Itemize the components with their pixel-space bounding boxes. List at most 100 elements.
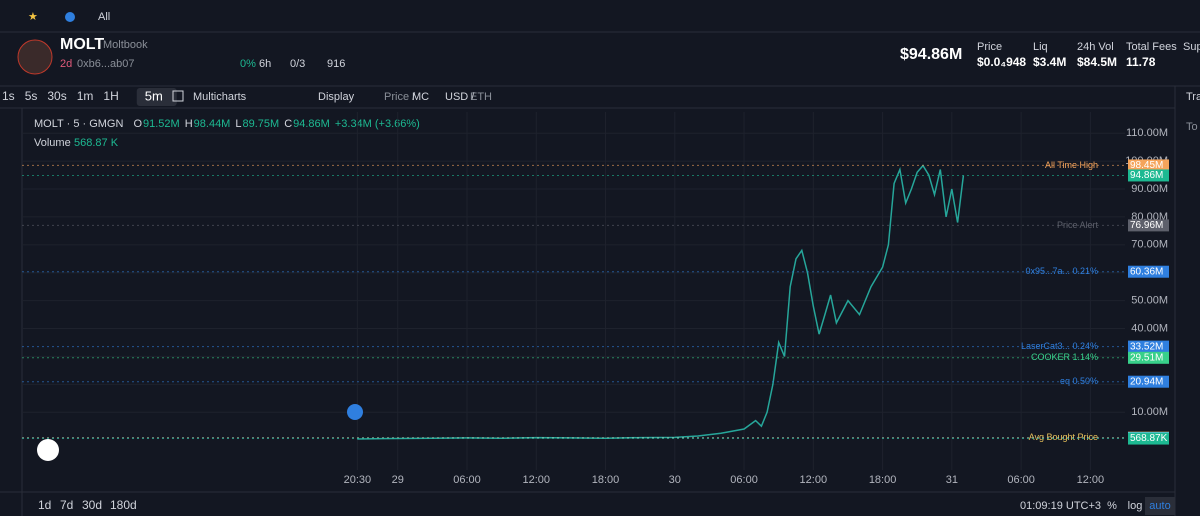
scale-button[interactable]: auto <box>1149 500 1170 512</box>
usd-toggle[interactable]: USD / <box>445 91 475 103</box>
interval[interactable]: 5m <box>145 88 163 103</box>
x-tick-label: 18:00 <box>592 474 620 486</box>
volume-value: 568.87 K <box>74 137 119 149</box>
market-cap: $94.86M <box>900 46 962 63</box>
price-level-text: 0x95...7a... 0.21% <box>1025 266 1098 276</box>
price-badge <box>1128 265 1169 278</box>
stat-label: Liq <box>1033 41 1048 53</box>
x-tick-label: 06:00 <box>730 474 758 486</box>
y-tick-label: 50.00M <box>1131 295 1168 307</box>
interval[interactable]: 1H <box>103 89 118 103</box>
price-level-text: Avg Bought Price <box>1029 432 1098 442</box>
eth-toggle[interactable]: ETH <box>470 91 492 103</box>
side-subtitle: To <box>1186 121 1198 133</box>
range-button[interactable]: 180d <box>110 498 137 512</box>
tv-logo <box>37 439 59 461</box>
y-tick-label: 70.00M <box>1131 239 1168 251</box>
token-age: 2d <box>60 58 72 70</box>
views: 916 <box>327 58 345 70</box>
x-tick-label: 12:00 <box>1077 474 1105 486</box>
stat-value: 11.78 <box>1126 55 1156 69</box>
price-badge <box>1128 159 1169 172</box>
ohlc-label: L <box>235 118 241 130</box>
x-tick-label: 06:00 <box>453 474 481 486</box>
price-badge <box>1128 432 1169 445</box>
price-badge-label: 94.86M <box>1130 170 1163 181</box>
price-badge-label: 29.51M <box>1130 352 1163 363</box>
chain-icon[interactable] <box>65 12 75 22</box>
star-icon[interactable]: ★ <box>28 11 38 23</box>
stat-label: Total Fees <box>1126 41 1177 53</box>
ratio: 0/3 <box>290 58 305 70</box>
holders-period: 6h <box>259 58 271 70</box>
price-badge-label: 20.94M <box>1130 376 1163 387</box>
price-toggle[interactable]: Price / <box>384 91 416 103</box>
y-tick-label: 40.00M <box>1131 322 1168 334</box>
range-button[interactable]: 1d <box>38 498 51 512</box>
active-scale <box>1145 497 1175 515</box>
checkbox[interactable] <box>172 90 184 102</box>
x-tick-label: 12:00 <box>800 474 828 486</box>
stat-label: Supp <box>1183 41 1200 53</box>
clock: 01:09:19 UTC+3 <box>1020 500 1101 512</box>
ohlc-label: O <box>133 118 142 130</box>
price-level-text: eq 0.50% <box>1060 376 1098 386</box>
price-badge-label: 568.87K <box>1130 433 1168 444</box>
interval[interactable]: 1m <box>77 89 94 103</box>
interval[interactable]: 30s <box>47 89 66 103</box>
ohlc-value: 94.86M <box>293 118 330 130</box>
price-level-text: LaserCat3... 0.24% <box>1021 341 1098 351</box>
range-button[interactable]: 7d <box>60 498 73 512</box>
token-symbol: MOLT <box>60 36 104 53</box>
scale-button[interactable]: log <box>1128 500 1143 512</box>
price-badge-label: 76.96M <box>1130 220 1163 231</box>
active-interval <box>136 88 177 106</box>
x-tick-label: 30 <box>669 474 681 486</box>
ohlc-label: C <box>284 118 292 130</box>
x-tick-label: 18:00 <box>869 474 897 486</box>
price-level-text: Price Alert <box>1057 220 1099 230</box>
range-button[interactable]: 30d <box>82 498 102 512</box>
x-tick-label: 29 <box>392 474 404 486</box>
multicharts[interactable]: Multicharts <box>193 91 247 103</box>
side-title: Tra <box>1186 91 1200 103</box>
display[interactable]: Display <box>318 91 355 103</box>
ohlc-value: 89.75M <box>242 118 279 130</box>
holders-change: 0% <box>240 58 256 70</box>
ohlc-value: 98.44M <box>194 118 231 130</box>
ohlc-label: H <box>185 118 193 130</box>
x-tick-label: 31 <box>946 474 958 486</box>
filter[interactable]: All <box>98 11 110 23</box>
legend-title: MOLT · 5 · GMGN <box>34 118 123 130</box>
scale-button[interactable]: % <box>1107 500 1117 512</box>
x-tick-label: 20:30 <box>344 474 372 486</box>
price-badge <box>1128 219 1169 232</box>
token-avatar <box>17 39 53 75</box>
interval[interactable]: 5s <box>25 89 38 103</box>
ohlc-change: +3.34M (+3.66%) <box>335 118 420 130</box>
stat-label: 24h Vol <box>1077 41 1114 53</box>
stat-value: $84.5M <box>1077 55 1117 69</box>
event-marker[interactable] <box>347 404 363 420</box>
price-badge-label: 60.36M <box>1130 266 1163 277</box>
price-badge <box>1128 375 1169 388</box>
y-tick-label: 110.00M <box>1126 127 1168 139</box>
token-address[interactable]: 0xb6...ab07 <box>77 58 135 70</box>
volume-label: Volume <box>34 137 71 149</box>
price-badge <box>1128 351 1169 364</box>
x-tick-label: 06:00 <box>1007 474 1035 486</box>
y-tick-label: 90.00M <box>1131 183 1168 195</box>
interval[interactable]: 1s <box>2 89 15 103</box>
stat-label: Price <box>977 41 1002 53</box>
price-level-text: COOKER 1.14% <box>1031 352 1098 362</box>
y-tick-label: 10.00M <box>1131 406 1168 418</box>
stat-value: $0.0₄948 <box>977 55 1026 69</box>
mc-toggle[interactable]: MC <box>412 91 429 103</box>
ohlc-value: 91.52M <box>143 118 180 130</box>
stat-value: $3.4M <box>1033 55 1066 69</box>
price-badge-label: 98.45M <box>1130 160 1163 171</box>
price-badge <box>1128 169 1169 182</box>
x-tick-label: 12:00 <box>523 474 551 486</box>
price-badge-label: 33.52M <box>1130 341 1163 352</box>
